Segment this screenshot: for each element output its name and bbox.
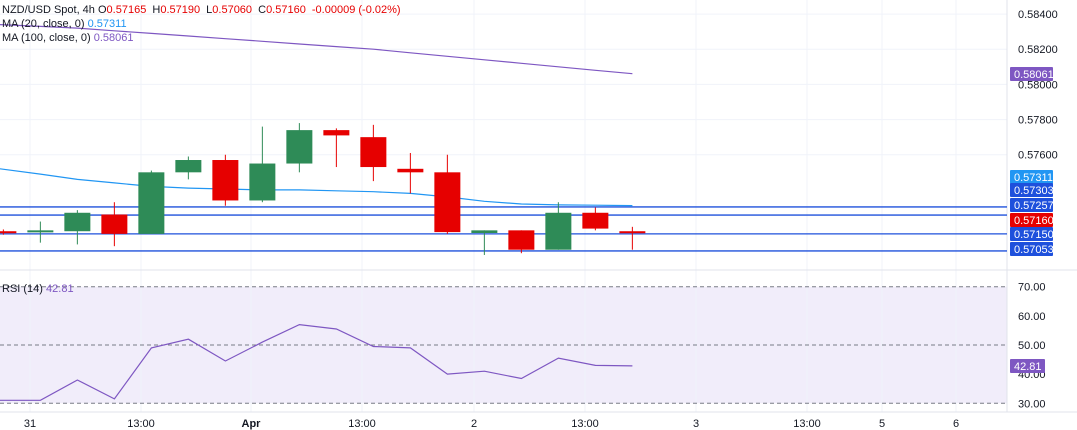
candle-body [545,212,572,250]
candle-body [249,163,276,201]
ma20-line [0,168,633,207]
y-tick-label: 0.58000 [1018,79,1058,91]
candle-body [64,212,91,232]
price-label-text: 0.57303 [1014,185,1054,197]
rsi-y-tick-label: 50.00 [1018,340,1046,352]
candle-body [471,230,498,233]
price-label-tag [1010,213,1053,227]
close-value: 0.57160 [266,4,306,16]
price-label-tag [1010,183,1053,197]
candle-body [286,130,313,164]
ma20-label: MA (20, close, 0) [2,18,85,30]
candle-body [397,168,424,173]
change-value: -0.00009 (-0.02%) [311,4,401,16]
candle-body [508,230,535,250]
open-value: 0.57165 [106,4,147,16]
price-label-text: 0.57053 [1014,244,1054,256]
open-key: O [97,4,107,16]
rsi-y-tick-label: 30.00 [1018,398,1046,410]
price-label-tag [1010,198,1053,212]
rsi-y-tick-label: 70.00 [1018,282,1046,294]
y-tick-label: 0.57600 [1018,150,1058,162]
legend-ma100-row[interactable]: MA (100, close, 0) 0.58061 [2,31,133,45]
candle-body [360,137,387,168]
close-key: C [258,4,267,16]
rsi-label: RSI (14) [2,283,43,295]
legend-symbol-row: NZD/USD Spot, 4h O0.57165 H0.57190 L0.57… [2,3,401,17]
price-label-text: 0.57311 [1014,172,1053,184]
rsi-last-tag [1010,358,1045,373]
symbol-label: NZD/USD Spot, 4h [2,4,95,16]
y-tick-label: 0.57800 [1018,115,1058,127]
ma20-value: 0.57311 [87,18,127,30]
high-key: H [152,4,161,16]
legend-rsi-row[interactable]: RSI (14) 42.81 [2,282,74,296]
candle-body [138,172,165,234]
x-tick-label: 13:00 [127,418,155,430]
x-tick-label: 3 [693,418,699,430]
rsi-value: 42.81 [46,283,74,295]
y-tick-label: 0.58400 [1018,9,1058,21]
low-value: 0.57060 [212,4,253,16]
x-tick-label: 31 [24,418,36,430]
x-tick-label: 13:00 [571,418,599,430]
price-label-text: 0.57150 [1014,229,1054,241]
candle-body [0,231,17,234]
price-label-text: 0.57160 [1014,215,1054,227]
candle-body [619,231,646,234]
x-tick-label: 13:00 [793,418,821,430]
candle-body [175,160,202,173]
price-label-tag [1010,67,1053,81]
x-tick-label: 2 [471,418,477,430]
price-label-tag [1010,242,1053,256]
candle-body [323,130,350,136]
rsi-last-text: 42.81 [1014,361,1042,373]
x-tick-label: 6 [953,418,959,430]
y-tick-label: 0.58200 [1018,44,1058,56]
legend-ma20-row[interactable]: MA (20, close, 0) 0.57311 [2,17,127,31]
ma100-value: 0.58061 [93,32,134,44]
price-label-text: 0.57257 [1014,200,1054,212]
price-label-tag [1010,227,1053,241]
rsi-band [0,286,1007,404]
price-label-tag [1010,170,1053,184]
rsi-y-tick-label: 60.00 [1018,311,1046,323]
price-label-text: 0.58061 [1014,69,1054,81]
candle-body [582,212,609,229]
high-value: 0.57190 [160,4,201,16]
x-tick-label: 13:00 [348,418,376,430]
low-key: L [206,4,213,16]
candle-body [27,230,54,233]
candle-body [434,172,461,233]
rsi-line [0,323,633,401]
ma100-label: MA (100, close, 0) [2,32,91,44]
x-tick-label: 5 [879,418,885,430]
x-tick-label: Apr [242,418,262,430]
ma100-line [0,24,633,75]
candle-body [101,214,128,234]
candle-body [212,160,239,201]
